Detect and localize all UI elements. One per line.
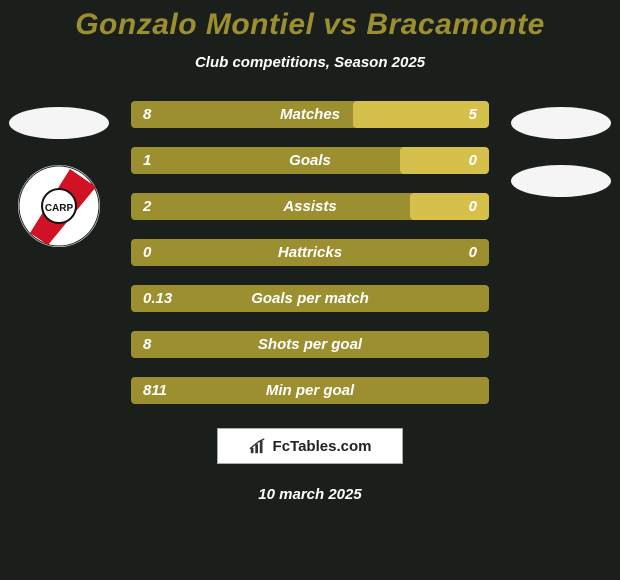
svg-text:CARP: CARP bbox=[45, 203, 74, 214]
river-plate-icon: CARP bbox=[18, 165, 100, 247]
stat-row: 8Matches5 bbox=[131, 101, 489, 128]
stat-label: Goals bbox=[131, 152, 489, 169]
main-area: CARP 8Matches51Goals02Assists00Hattricks… bbox=[0, 101, 620, 404]
stat-label: Matches bbox=[131, 106, 489, 123]
stat-row: 8Shots per goal bbox=[131, 331, 489, 358]
stat-label: Goals per match bbox=[131, 290, 489, 307]
stat-value-right: 0 bbox=[469, 152, 477, 169]
right-team-placeholder bbox=[511, 165, 611, 197]
chart-icon bbox=[249, 437, 267, 455]
stat-label: Min per goal bbox=[131, 382, 489, 399]
date-label: 10 march 2025 bbox=[0, 486, 620, 503]
page-title: Gonzalo Montiel vs Bracamonte bbox=[0, 8, 620, 42]
stat-value-right: 5 bbox=[469, 106, 477, 123]
comparison-panel: Gonzalo Montiel vs Bracamonte Club compe… bbox=[0, 0, 620, 580]
stat-label: Assists bbox=[131, 198, 489, 215]
stat-row: 0.13Goals per match bbox=[131, 285, 489, 312]
left-team-logo: CARP bbox=[18, 165, 100, 247]
right-team-column bbox=[506, 107, 616, 197]
stat-row: 1Goals0 bbox=[131, 147, 489, 174]
stat-value-right: 0 bbox=[469, 198, 477, 215]
subtitle: Club competitions, Season 2025 bbox=[0, 54, 620, 71]
stat-row: 0Hattricks0 bbox=[131, 239, 489, 266]
stat-label: Hattricks bbox=[131, 244, 489, 261]
stat-value-right: 0 bbox=[469, 244, 477, 261]
stat-bars: 8Matches51Goals02Assists00Hattricks00.13… bbox=[131, 101, 489, 404]
watermark[interactable]: FcTables.com bbox=[217, 428, 403, 464]
left-team-column: CARP bbox=[4, 107, 114, 247]
left-player-placeholder bbox=[9, 107, 109, 139]
stat-label: Shots per goal bbox=[131, 336, 489, 353]
stat-row: 811Min per goal bbox=[131, 377, 489, 404]
stat-row: 2Assists0 bbox=[131, 193, 489, 220]
right-player-placeholder bbox=[511, 107, 611, 139]
watermark-text: FcTables.com bbox=[273, 438, 372, 455]
